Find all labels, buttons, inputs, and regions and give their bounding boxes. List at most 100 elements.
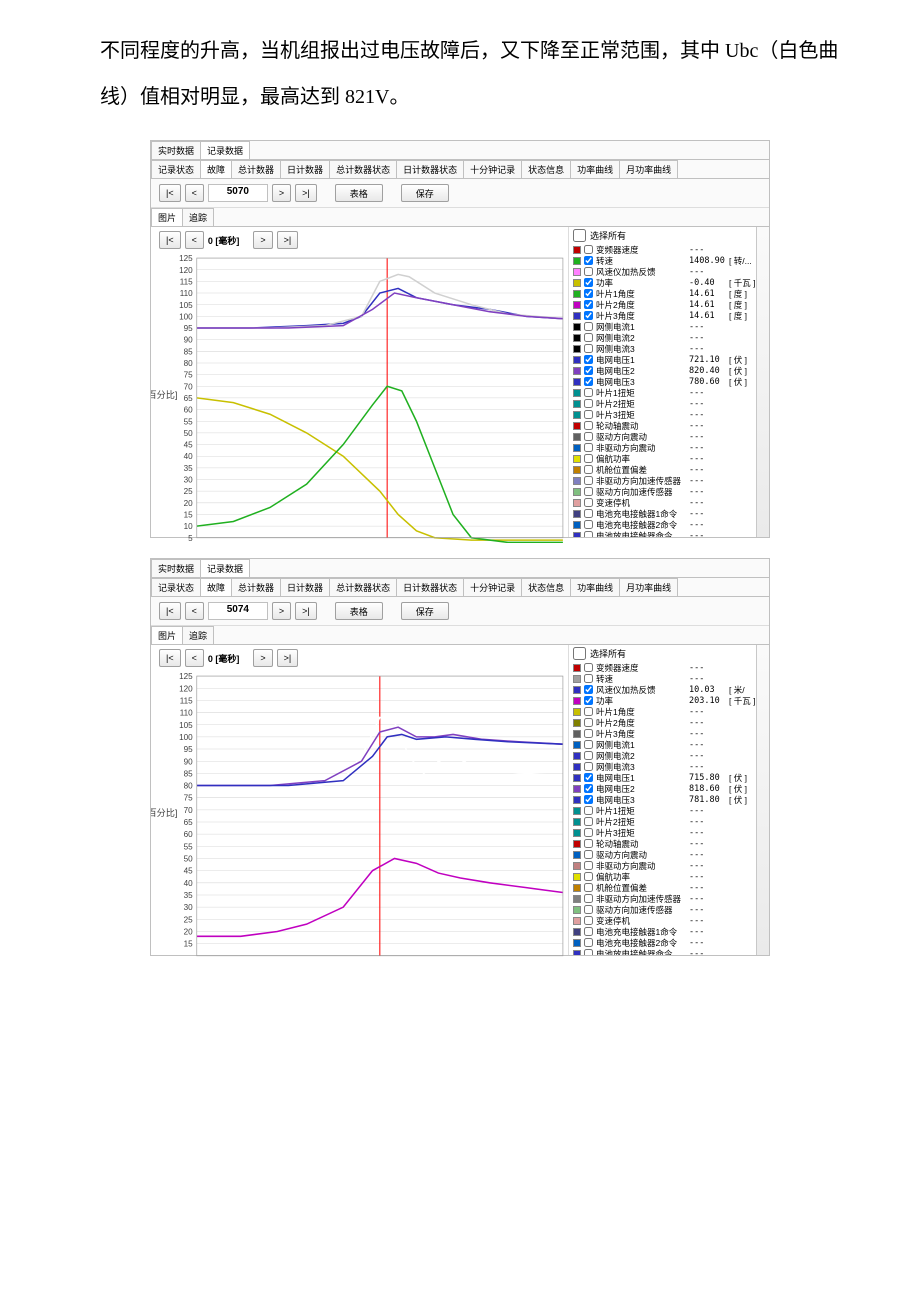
legend-item[interactable]: 偏航功率--- — [569, 453, 769, 464]
legend-item[interactable]: 电网电压2820.40[ 伏 ] — [569, 365, 769, 376]
series-checkbox[interactable] — [584, 872, 593, 881]
legend-item[interactable]: 变速停机--- — [569, 915, 769, 926]
legend-item[interactable]: 叶片3扭矩--- — [569, 827, 769, 838]
series-checkbox[interactable] — [584, 861, 593, 870]
legend-item[interactable]: 轮动轴震动--- — [569, 420, 769, 431]
legend-item[interactable]: 叶片1扭矩--- — [569, 387, 769, 398]
sub-tab[interactable]: 日计数器 — [280, 578, 330, 596]
sub-tab[interactable]: 总计数器状态 — [329, 160, 397, 178]
nav-last-button[interactable]: >| — [295, 602, 317, 620]
tab-image[interactable]: 图片 — [151, 626, 183, 644]
legend-item[interactable]: 电网电压2818.60[ 伏 ] — [569, 783, 769, 794]
series-checkbox[interactable] — [584, 388, 593, 397]
time-next-button[interactable]: > — [253, 231, 272, 249]
sub-tab[interactable]: 记录状态 — [151, 578, 201, 596]
legend-item[interactable]: 叶片1角度--- — [569, 706, 769, 717]
legend-item[interactable]: 非驱动方向加速传感器--- — [569, 893, 769, 904]
nav-prev-button[interactable]: < — [185, 184, 204, 202]
sub-tab[interactable]: 总计数器 — [231, 160, 281, 178]
legend-item[interactable]: 功率203.10[ 千瓦 ] — [569, 695, 769, 706]
series-checkbox[interactable] — [584, 311, 593, 320]
legend-item[interactable]: 网侧电流3--- — [569, 343, 769, 354]
legend-item[interactable]: 叶片2角度14.61[ 度 ] — [569, 299, 769, 310]
series-checkbox[interactable] — [584, 696, 593, 705]
series-checkbox[interactable] — [584, 916, 593, 925]
series-checkbox[interactable] — [584, 300, 593, 309]
legend-item[interactable]: 机舱位置偏差--- — [569, 882, 769, 893]
series-checkbox[interactable] — [584, 927, 593, 936]
sub-tab[interactable]: 功率曲线 — [570, 160, 620, 178]
series-checkbox[interactable] — [584, 278, 593, 287]
series-checkbox[interactable] — [584, 476, 593, 485]
sub-tab[interactable]: 日计数器状态 — [396, 160, 464, 178]
legend-item[interactable]: 电池充电接触器2命令--- — [569, 937, 769, 948]
save-button[interactable]: 保存 — [401, 602, 449, 620]
time-prev-button[interactable]: < — [185, 649, 204, 667]
series-checkbox[interactable] — [584, 795, 593, 804]
series-checkbox[interactable] — [584, 465, 593, 474]
tab-recorded[interactable]: 记录数据 — [200, 559, 250, 577]
series-checkbox[interactable] — [584, 509, 593, 518]
tab-realtime[interactable]: 实时数据 — [151, 141, 201, 159]
legend-item[interactable]: 变速停机--- — [569, 497, 769, 508]
legend-item[interactable]: 网侧电流2--- — [569, 332, 769, 343]
nav-next-button[interactable]: > — [272, 184, 291, 202]
select-all-checkbox[interactable] — [573, 229, 586, 242]
legend-item[interactable]: 轮动轴震动--- — [569, 838, 769, 849]
series-checkbox[interactable] — [584, 685, 593, 694]
series-checkbox[interactable] — [584, 762, 593, 771]
series-checkbox[interactable] — [584, 245, 593, 254]
tab-recorded[interactable]: 记录数据 — [200, 141, 250, 159]
counter-input[interactable]: 5070 — [208, 184, 268, 202]
sub-tab[interactable]: 记录状态 — [151, 160, 201, 178]
series-checkbox[interactable] — [584, 850, 593, 859]
sub-tab[interactable]: 月功率曲线 — [619, 160, 678, 178]
series-checkbox[interactable] — [584, 883, 593, 892]
nav-next-button[interactable]: > — [272, 602, 291, 620]
legend-item[interactable]: 电网电压3781.80[ 伏 ] — [569, 794, 769, 805]
legend-item[interactable]: 叶片3角度14.61[ 度 ] — [569, 310, 769, 321]
series-checkbox[interactable] — [584, 729, 593, 738]
series-checkbox[interactable] — [584, 322, 593, 331]
series-checkbox[interactable] — [584, 399, 593, 408]
legend-item[interactable]: 叶片2扭矩--- — [569, 816, 769, 827]
series-checkbox[interactable] — [584, 784, 593, 793]
series-checkbox[interactable] — [584, 355, 593, 364]
sub-tab[interactable]: 日计数器 — [280, 160, 330, 178]
legend-item[interactable]: 机舱位置偏差--- — [569, 464, 769, 475]
series-checkbox[interactable] — [584, 498, 593, 507]
series-checkbox[interactable] — [584, 894, 593, 903]
sub-tab[interactable]: 总计数器状态 — [329, 578, 397, 596]
legend-item[interactable]: 偏航功率--- — [569, 871, 769, 882]
series-checkbox[interactable] — [584, 740, 593, 749]
series-checkbox[interactable] — [584, 905, 593, 914]
series-checkbox[interactable] — [584, 839, 593, 848]
legend-item[interactable]: 非驱动方向震动--- — [569, 442, 769, 453]
series-checkbox[interactable] — [584, 432, 593, 441]
sub-tab[interactable]: 总计数器 — [231, 578, 281, 596]
legend-item[interactable]: 叶片3扭矩--- — [569, 409, 769, 420]
series-checkbox[interactable] — [584, 718, 593, 727]
series-checkbox[interactable] — [584, 267, 593, 276]
series-checkbox[interactable] — [584, 377, 593, 386]
tab-trace[interactable]: 追踪 — [182, 626, 214, 644]
legend-item[interactable]: 叶片2角度--- — [569, 717, 769, 728]
series-checkbox[interactable] — [584, 707, 593, 716]
tab-trace[interactable]: 追踪 — [182, 208, 214, 226]
counter-input[interactable]: 5074 — [208, 602, 268, 620]
series-checkbox[interactable] — [584, 663, 593, 672]
series-checkbox[interactable] — [584, 520, 593, 529]
series-checkbox[interactable] — [584, 344, 593, 353]
tab-image[interactable]: 图片 — [151, 208, 183, 226]
legend-item[interactable]: 电网电压1715.80[ 伏 ] — [569, 772, 769, 783]
legend-item[interactable]: 风速仪加热反馈--- — [569, 266, 769, 277]
legend-item[interactable]: 叶片1角度14.61[ 度 ] — [569, 288, 769, 299]
nav-last-button[interactable]: >| — [295, 184, 317, 202]
series-checkbox[interactable] — [584, 817, 593, 826]
series-checkbox[interactable] — [584, 949, 593, 955]
legend-item[interactable]: 电池放电接触器命令--- — [569, 530, 769, 537]
legend-item[interactable]: 网侧电流1--- — [569, 739, 769, 750]
legend-item[interactable]: 驱动方向加速传感器--- — [569, 486, 769, 497]
sub-tab[interactable]: 故障 — [200, 578, 232, 596]
legend-item[interactable]: 电池充电接触器2命令--- — [569, 519, 769, 530]
